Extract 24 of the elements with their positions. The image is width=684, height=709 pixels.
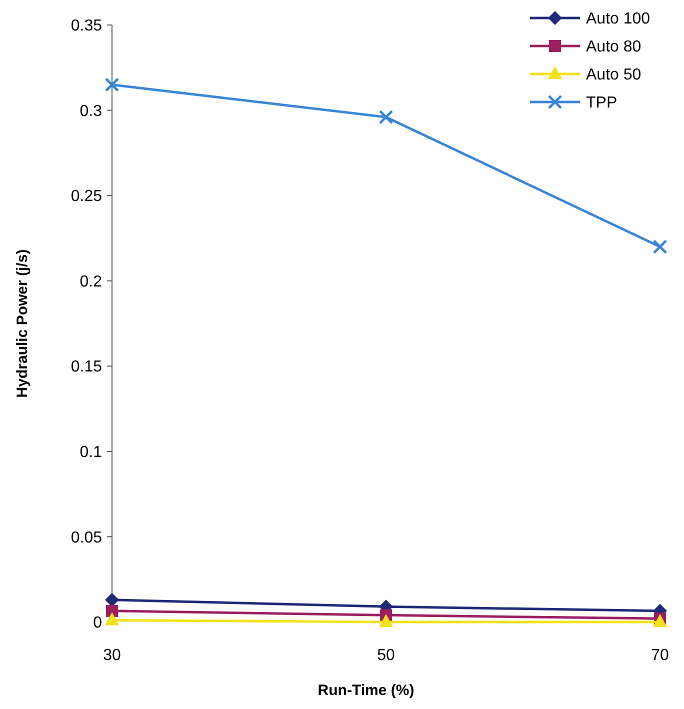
y-tick-label: 0.25: [70, 188, 102, 206]
point: [105, 592, 119, 607]
legend-label: Auto 100: [586, 10, 650, 28]
y-tick-label: 0.05: [70, 529, 102, 546]
x-tick-label: 70: [651, 647, 669, 664]
legend-label: Auto 80: [586, 38, 642, 56]
y-tick-label: 0.2: [80, 273, 102, 290]
point: [106, 604, 118, 617]
y-tick-label: 0.15: [70, 358, 102, 376]
point: [104, 77, 120, 92]
legend-label: Auto 50: [586, 66, 642, 84]
legend-label: TPP: [586, 94, 618, 112]
point: [379, 614, 393, 627]
y-tick-label: 0.3: [80, 102, 102, 120]
y-tick-label: 0.1: [80, 444, 102, 462]
y-tick-label: 0.35: [70, 18, 102, 35]
x-tick-label: 50: [377, 647, 395, 664]
y-tick-label: 0: [93, 614, 102, 632]
point: [378, 110, 394, 124]
x-tick-label: 30: [103, 647, 121, 664]
point: [652, 239, 668, 254]
y-axis-title: Hydraulic Power (j/s): [14, 249, 31, 398]
x-axis-title: Run-Time (%): [318, 682, 414, 699]
point: [105, 612, 119, 626]
